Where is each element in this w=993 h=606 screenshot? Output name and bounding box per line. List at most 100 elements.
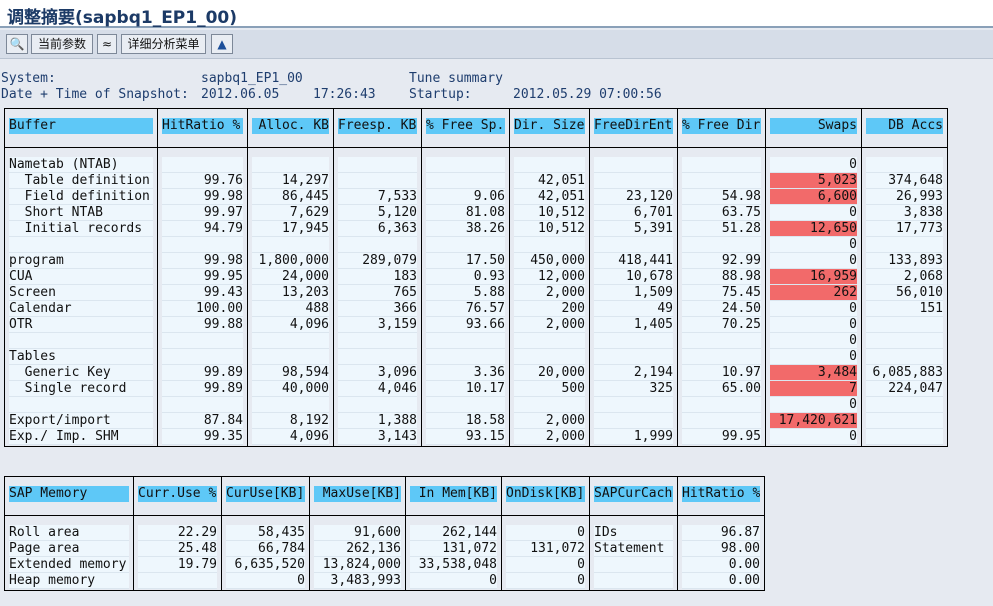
column-header[interactable]: % Free Sp. <box>426 118 505 134</box>
table-cell <box>514 237 585 253</box>
table-cell: 99.95 <box>682 429 761 445</box>
chart-button[interactable]: ≈ <box>97 34 117 54</box>
table-cell: Generic Key <box>9 365 153 381</box>
column-header[interactable]: Buffer <box>9 118 153 134</box>
table-cell: 33,538,048 <box>410 557 497 573</box>
table-cell <box>338 397 417 413</box>
table-cell: 3,483,993 <box>314 573 401 589</box>
column-header[interactable]: Freesp. KB <box>338 118 417 134</box>
table-cell: 3,096 <box>338 365 417 381</box>
table-cell: 1,999 <box>594 429 673 445</box>
column-header[interactable]: FreeDirEnt <box>594 118 673 134</box>
table-cell: Page area <box>9 541 129 557</box>
column-5: OnDisk[KB] 0 131,072 0 0 <box>502 477 590 590</box>
table-cell: 76.57 <box>426 301 505 317</box>
table-cell: Extended memory <box>9 557 129 573</box>
table-cell: 99.98 <box>162 253 243 269</box>
table-cell <box>9 333 153 349</box>
table-cell: 14,297 <box>252 173 329 189</box>
table-cell: 98.00 <box>682 541 760 557</box>
table-cell: 0 <box>506 525 585 541</box>
table-cell: 488 <box>252 301 329 317</box>
table-cell: 0 <box>410 573 497 589</box>
table-cell <box>338 157 417 173</box>
system-value: sapbq1_EP1_00 <box>201 71 303 86</box>
table-cell: 93.66 <box>426 317 505 333</box>
table-cell: 200 <box>514 301 585 317</box>
table-cell <box>682 157 761 173</box>
table-cell: 10.17 <box>426 381 505 397</box>
table-cell <box>866 397 943 413</box>
column-header[interactable]: OnDisk[KB] <box>506 486 585 502</box>
column-header[interactable]: MaxUse[KB] <box>314 486 401 502</box>
column-header[interactable]: % Free Dir <box>682 118 761 134</box>
table-cell: 98,594 <box>252 365 329 381</box>
column-header[interactable]: HitRatio % <box>682 486 760 502</box>
column-header[interactable]: Dir. Size <box>514 118 585 134</box>
table-cell: 5,023 <box>770 173 857 189</box>
table-cell <box>866 157 943 173</box>
column-header[interactable]: DB Accs <box>866 118 943 134</box>
column-header[interactable]: SAPCurCach <box>594 486 673 502</box>
toolbar: 🔍 当前参数 ≈ 详细分析菜单 ▲ <box>0 30 993 59</box>
landscape-icon: ▲ <box>217 37 227 51</box>
table-cell: 6,363 <box>338 221 417 237</box>
table-cell: 0 <box>770 349 857 365</box>
column-header[interactable]: SAP Memory <box>9 486 129 502</box>
table-cell: 4,096 <box>252 317 329 333</box>
column-4: % Free Sp. 9.06 81.08 38.26 17.50 0.93 5.88 76.… <box>422 109 510 446</box>
search-detail-button[interactable]: 🔍 <box>6 34 28 54</box>
column-header[interactable]: HitRatio % <box>162 118 243 134</box>
table-cell <box>594 557 673 573</box>
detail-analysis-menu-button[interactable]: 详细分析菜单 <box>121 34 206 54</box>
column-header[interactable]: Swaps <box>770 118 857 134</box>
table-cell <box>426 397 505 413</box>
table-cell: 19.79 <box>138 557 217 573</box>
table-cell <box>162 237 243 253</box>
column-header[interactable]: CurUse[KB] <box>226 486 305 502</box>
column-header[interactable]: In Mem[KB] <box>410 486 497 502</box>
table-cell: Field definition <box>9 189 153 205</box>
table-cell: 6,085,883 <box>866 365 943 381</box>
sap-memory-table: SAP Memory Roll area Page area Extended mem… <box>4 476 765 591</box>
table-cell: 65.00 <box>682 381 761 397</box>
table-cell: 5,391 <box>594 221 673 237</box>
table-cell: 42,051 <box>514 173 585 189</box>
table-cell: program <box>9 253 153 269</box>
table-cell: 1,800,000 <box>252 253 329 269</box>
table-cell: 38.26 <box>426 221 505 237</box>
table-cell: 94.79 <box>162 221 243 237</box>
table-cell <box>514 397 585 413</box>
image-button[interactable]: ▲ <box>211 34 233 54</box>
table-cell: Exp./ Imp. SHM <box>9 429 153 445</box>
table-cell: 2,000 <box>514 429 585 445</box>
table-cell: 7,629 <box>252 205 329 221</box>
column-7: HitRatio % 96.87 98.00 0.00 0.00 <box>678 477 765 590</box>
table-cell <box>426 157 505 173</box>
table-cell: 0 <box>226 573 305 589</box>
table-cell: 13,824,000 <box>314 557 401 573</box>
table-cell <box>594 413 673 429</box>
table-cell: 374,648 <box>866 173 943 189</box>
column-3: Freesp. KB 7,533 5,120 6,363 289,079 183 765 36… <box>334 109 422 446</box>
table-cell <box>162 157 243 173</box>
column-5: Dir. Size 42,051 42,051 10,512 10,512 450,000… <box>510 109 590 446</box>
table-cell: 99.95 <box>162 269 243 285</box>
column-header[interactable]: Alloc. KB <box>252 118 329 134</box>
column-3: MaxUse[KB] 91,600 262,136 13,824,000 3,483,9… <box>310 477 406 590</box>
table-cell: 7 <box>770 381 857 397</box>
table-cell: 12,000 <box>514 269 585 285</box>
current-params-button[interactable]: 当前参数 <box>31 34 93 54</box>
table-cell: 17.50 <box>426 253 505 269</box>
table-cell <box>594 333 673 349</box>
table-cell <box>682 333 761 349</box>
table-cell: 92.99 <box>682 253 761 269</box>
table-cell: 87.84 <box>162 413 243 429</box>
table-cell: Screen <box>9 285 153 301</box>
table-cell: Single record <box>9 381 153 397</box>
table-cell <box>426 237 505 253</box>
column-header[interactable]: Curr.Use % <box>138 486 217 502</box>
table-cell: 0 <box>770 157 857 173</box>
table-cell: 70.25 <box>682 317 761 333</box>
table-cell: 24,000 <box>252 269 329 285</box>
